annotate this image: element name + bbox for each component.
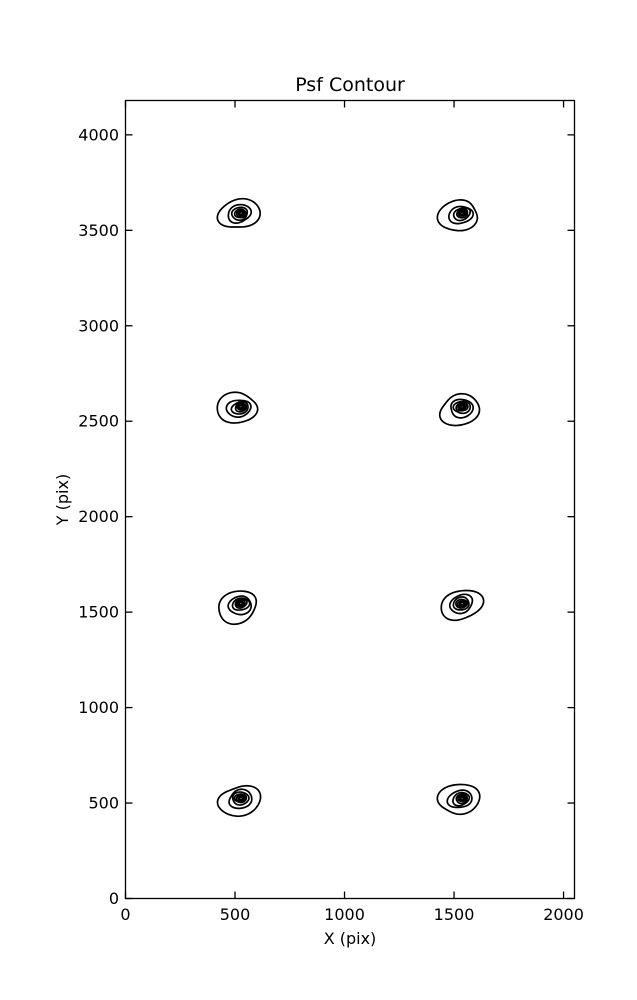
psf-blob — [436, 783, 481, 816]
y-tick-label: 0 — [109, 889, 119, 908]
psf-contour-ring — [458, 210, 466, 216]
psf-contour-ring — [238, 404, 244, 409]
psf-contour-ring — [450, 398, 475, 419]
psf-blob — [218, 590, 258, 626]
psf-contour-ring — [455, 793, 469, 805]
psf-contour-ring — [237, 403, 245, 410]
psf-contour-ring — [457, 794, 468, 803]
psf-contour-ring — [216, 197, 262, 228]
psf-contour-ring — [234, 598, 248, 609]
tick-marks — [124, 100, 575, 900]
y-tick-label: 1000 — [78, 698, 119, 717]
x-tick-label: 0 — [120, 905, 130, 924]
psf-contour-ring — [436, 199, 479, 232]
y-tick-label: 3500 — [78, 221, 119, 240]
psf-contour-ring — [459, 404, 465, 409]
psf-contour-ring — [448, 205, 475, 225]
y-axis-label: Y (pix) — [53, 474, 72, 526]
psf-blob — [216, 391, 259, 424]
contour-layer — [216, 197, 485, 818]
psf-contour-ring — [233, 208, 247, 219]
psf-contour-ring — [452, 791, 471, 807]
psf-contour-ring — [216, 391, 259, 424]
psf-contour-ring — [230, 400, 249, 415]
psf-contour-ring — [452, 400, 472, 415]
y-tick-label: 4000 — [78, 125, 119, 144]
psf-blob — [436, 199, 479, 232]
x-tick-label: 1500 — [434, 905, 475, 924]
x-axis-label: X (pix) — [324, 929, 377, 948]
psf-contour-ring — [227, 203, 253, 224]
psf-contour-ring — [225, 399, 252, 418]
y-tick-label: 1500 — [78, 603, 119, 622]
y-tick-label: 3000 — [78, 316, 119, 335]
psf-blob — [438, 392, 481, 427]
psf-contour-ring — [459, 601, 465, 606]
x-tick-label: 1000 — [324, 905, 365, 924]
psf-contour-ring — [438, 392, 481, 427]
psf-contour-ring — [218, 590, 258, 626]
x-tick-label: 500 — [220, 905, 251, 924]
psf-contour-ring — [234, 401, 248, 413]
psf-contour-ring — [231, 791, 250, 806]
psf-contour-ring — [455, 598, 469, 609]
psf-contour-ring — [236, 403, 247, 411]
psf-contour-ring — [227, 595, 253, 616]
psf-contour-ring — [238, 796, 244, 801]
psf-blob — [216, 197, 262, 228]
psf-contour-ring — [216, 784, 262, 818]
axes-frame — [124, 99, 576, 900]
psf-contour-ring — [455, 207, 469, 219]
y-tick-label: 2000 — [78, 507, 119, 526]
psf-contour-ring — [458, 600, 466, 607]
psf-contour-ring — [231, 597, 251, 611]
psf-contour-ring — [237, 210, 245, 217]
psf-contour-ring — [238, 211, 244, 216]
psf-contour-ring — [228, 788, 253, 810]
y-tick-label: 2500 — [78, 412, 119, 431]
x-tick-label: 2000 — [543, 905, 584, 924]
psf-contour-ring — [458, 403, 466, 410]
plot-frame — [124, 99, 576, 900]
psf-contour-ring — [452, 596, 470, 611]
psf-contour-ring — [455, 401, 469, 412]
psf-blob — [216, 784, 262, 818]
plot-title: Psf Contour — [295, 74, 405, 96]
psf-contour-ring — [448, 593, 474, 615]
psf-contour-ring — [235, 599, 246, 608]
psf-contour-ring — [459, 211, 465, 216]
psf-contour-ring — [237, 600, 245, 607]
psf-contour-ring — [446, 789, 473, 809]
psf-contour-ring — [436, 783, 481, 816]
psf-contour-ring — [230, 206, 249, 222]
psf-blob — [440, 589, 485, 622]
psf-contour-ring — [235, 794, 246, 802]
psf-contour-ring — [233, 793, 248, 804]
psf-contour-ring — [440, 589, 485, 622]
psf-contour-ring — [238, 601, 244, 606]
y-tick-label: 500 — [88, 794, 119, 813]
psf-contour-ring — [459, 796, 465, 801]
psf-contour-ring — [457, 209, 468, 217]
tick-labels: 0 500 1000 1500 2000 0 500 1000 1500 2000 2500 3000… — [78, 125, 584, 924]
